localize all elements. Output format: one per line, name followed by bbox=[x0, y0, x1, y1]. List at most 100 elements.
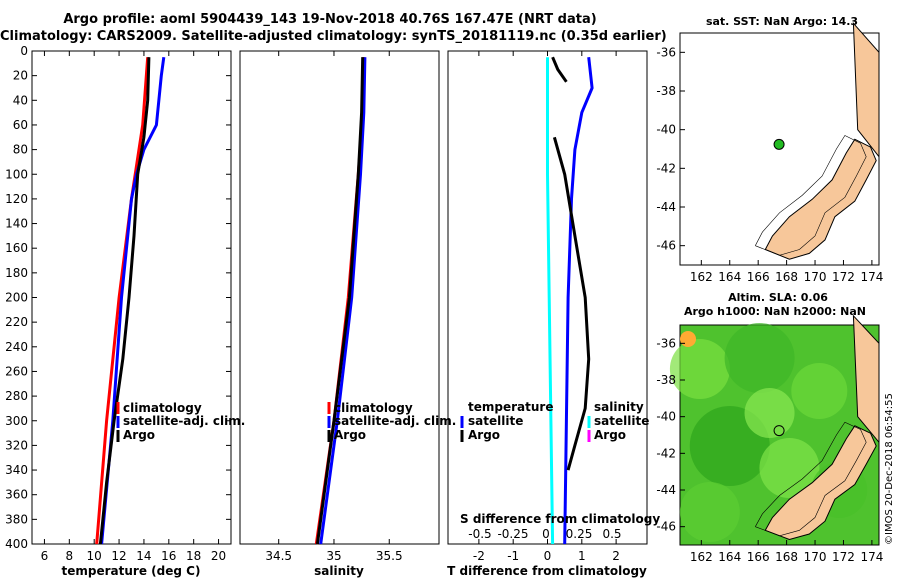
xtick-label: 2 bbox=[612, 549, 620, 563]
map-xtick-label: 168 bbox=[775, 270, 798, 284]
map-xtick-label: 172 bbox=[832, 270, 855, 284]
xtick-label: -1 bbox=[507, 549, 519, 563]
salinity-legend: climatology satellite-adj. clim. Argo bbox=[327, 401, 456, 442]
xtick-label: 34.5 bbox=[265, 549, 292, 563]
ytick-label: 400 bbox=[5, 537, 28, 551]
sla-field-patch bbox=[679, 482, 740, 542]
map-ytick-label: -40 bbox=[656, 410, 676, 424]
map-xtick-label: 166 bbox=[747, 270, 770, 284]
xtick-label: 12 bbox=[111, 549, 126, 563]
ytick-label: 160 bbox=[5, 241, 28, 255]
depth-contour bbox=[755, 421, 867, 537]
temperature-xlabel: temperature (deg C) bbox=[62, 564, 201, 578]
temperature-plot: 0 20 40 60 80 100 120 140 160 180 200 220 240 260 280 3… bbox=[5, 44, 231, 563]
argo-position-marker bbox=[773, 138, 785, 150]
ytick-label: 120 bbox=[5, 192, 28, 206]
diff-legend-temperature-title: temperature bbox=[468, 400, 553, 414]
diff-top-tick-label: 0.25 bbox=[566, 527, 593, 541]
sla-high-patch bbox=[680, 331, 696, 347]
sst-map: 162 164 166 168 170 172 174 -36 -38 -40 -42 -44 -46 bbox=[656, 21, 883, 284]
map-xtick-label: 166 bbox=[747, 550, 770, 564]
map-ytick-label: -38 bbox=[656, 84, 676, 98]
series-line-t-satellite bbox=[563, 57, 594, 545]
salinity-plot: 34.5 35 35.5 bbox=[265, 51, 403, 563]
map-xtick-label: 164 bbox=[718, 270, 741, 284]
diff-legend-t-satellite-label: satellite bbox=[468, 414, 523, 428]
ytick-label: 100 bbox=[5, 167, 28, 181]
map-xtick-label: 168 bbox=[775, 550, 798, 564]
map-xtick-label: 174 bbox=[860, 270, 883, 284]
map-ytick-label: -42 bbox=[656, 161, 676, 175]
map-xtick-label: 162 bbox=[690, 550, 713, 564]
xtick-label: -2 bbox=[473, 549, 485, 563]
legend-argo-label: Argo bbox=[123, 428, 155, 442]
diff-legend-s-argo-label: Argo bbox=[594, 428, 626, 442]
diff-top-tick-label: 0.5 bbox=[602, 527, 621, 541]
xtick-label: 1 bbox=[578, 549, 586, 563]
diff-legend-s-satellite-label: satellite bbox=[594, 414, 649, 428]
argo-position-marker bbox=[773, 425, 785, 437]
difference-plot: -2 -1 0 1 2 -0.5 -0.25 0 0.25 0.5 bbox=[468, 51, 622, 563]
xtick-label: 16 bbox=[161, 549, 176, 563]
ytick-label: 140 bbox=[5, 217, 28, 231]
series-line-t-argo-upper bbox=[551, 56, 568, 83]
map-ytick-label: -40 bbox=[656, 123, 676, 137]
ytick-label: 300 bbox=[5, 414, 28, 428]
ytick-label: 20 bbox=[13, 69, 28, 83]
ytick-label: 320 bbox=[5, 438, 28, 452]
sla-field-patch bbox=[759, 438, 820, 498]
map-xtick-label: 170 bbox=[804, 270, 827, 284]
map-ytick-label: -36 bbox=[656, 45, 676, 59]
diff-top-xlabel: S difference from climatology bbox=[460, 512, 660, 526]
ytick-label: 360 bbox=[5, 488, 28, 502]
sal-legend-satellite-label: satellite-adj. clim. bbox=[334, 414, 456, 428]
xtick-label: 14 bbox=[136, 549, 151, 563]
salinity-panel-frame bbox=[239, 50, 440, 545]
depth-contour bbox=[755, 135, 867, 256]
xtick-label: 6 bbox=[41, 549, 49, 563]
difference-xlabel: T difference from climatology bbox=[447, 564, 647, 578]
north-island-landmass bbox=[852, 21, 880, 159]
series-line-argo bbox=[315, 57, 365, 545]
xtick-label: 0 bbox=[544, 549, 552, 563]
sst-map-title: sat. SST: NaN Argo: 14.3 bbox=[706, 15, 858, 28]
map-ytick-label: -46 bbox=[656, 239, 676, 253]
ytick-label: 200 bbox=[5, 291, 28, 305]
ytick-label: 80 bbox=[13, 143, 28, 157]
ytick-label: 280 bbox=[5, 389, 28, 403]
sla-field-patch bbox=[669, 339, 730, 399]
xtick-label: 10 bbox=[87, 549, 102, 563]
xtick-label: 18 bbox=[186, 549, 201, 563]
sla-field-patch bbox=[744, 388, 795, 438]
ytick-label: 220 bbox=[5, 315, 28, 329]
sla-field-patch bbox=[724, 323, 795, 393]
ytick-label: 340 bbox=[5, 463, 28, 477]
map-ytick-label: -46 bbox=[656, 520, 676, 534]
ytick-label: 260 bbox=[5, 364, 28, 378]
ytick-label: 60 bbox=[13, 118, 28, 132]
map-ytick-label: -44 bbox=[656, 200, 676, 214]
salinity-xlabel: salinity bbox=[314, 564, 364, 578]
series-line-satellite-adj-clim- bbox=[100, 56, 166, 545]
ytick-label: 0 bbox=[20, 44, 28, 58]
difference-legend: temperature satellite Argo salinity sate… bbox=[460, 400, 660, 526]
series-line-climatology bbox=[314, 57, 366, 545]
ytick-label: 40 bbox=[13, 93, 28, 107]
temperature-legend: climatology satellite-adj. clim. Argo bbox=[116, 401, 245, 442]
map-ytick-label: -44 bbox=[656, 483, 676, 497]
south-island-landmass bbox=[764, 138, 877, 260]
sla-map-title-line1: Altim. SLA: 0.06 bbox=[728, 291, 828, 304]
ytick-label: 380 bbox=[5, 512, 28, 526]
imos-timestamp: ©IMOS 20-Dec-2018 06:54:55 bbox=[884, 393, 895, 545]
south-island-landmass bbox=[764, 425, 877, 541]
plot-title-line2: Climatology: CARS2009. Satellite-adjuste… bbox=[0, 29, 667, 44]
sla-field-patch bbox=[791, 363, 848, 419]
xtick-label: 8 bbox=[65, 549, 73, 563]
north-island-landmass bbox=[852, 314, 880, 444]
diff-legend-t-argo-label: Argo bbox=[468, 428, 500, 442]
map-xtick-label: 162 bbox=[690, 270, 713, 284]
map-ytick-label: -36 bbox=[656, 336, 676, 350]
legend-satellite-label: satellite-adj. clim. bbox=[123, 414, 245, 428]
map-xtick-label: 174 bbox=[860, 550, 883, 564]
